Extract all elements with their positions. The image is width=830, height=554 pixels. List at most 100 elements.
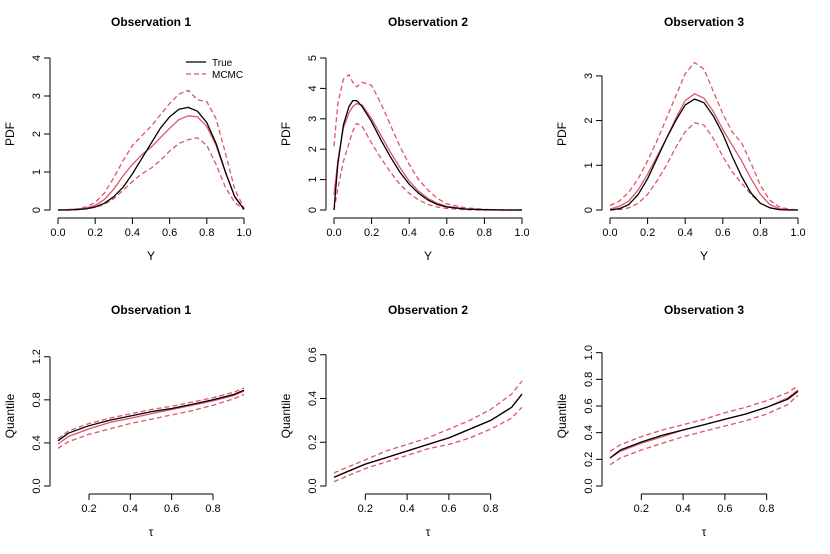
y-axis-label: PDF <box>279 122 293 146</box>
x-tick-label: 0.2 <box>634 503 649 515</box>
panel-title: Observation 3 <box>664 303 744 317</box>
x-axis-label: τ <box>149 525 154 539</box>
x-tick-label: 0.6 <box>439 227 454 239</box>
x-tick-label: 0.0 <box>50 227 65 239</box>
x-axis-label: Y <box>424 249 432 263</box>
y-tick-label: 0.0 <box>31 478 43 493</box>
y-tick-label: 0 <box>307 207 319 213</box>
x-tick-label: 0.2 <box>640 227 655 239</box>
panel-title: Observation 2 <box>388 303 468 317</box>
x-tick-label: 0.0 <box>602 227 617 239</box>
y-tick-label: 0 <box>31 207 43 213</box>
y-tick-label: 1 <box>307 177 319 183</box>
x-axis-label: Y <box>147 249 155 263</box>
x-tick-label: 0.6 <box>441 503 456 515</box>
series-true <box>609 390 799 459</box>
y-axis-label: PDF <box>3 122 17 146</box>
y-tick-label: 0.6 <box>583 398 595 413</box>
y-tick-label: 4 <box>307 85 319 91</box>
panel-6: Observation 3 0.2 0.4 0.6 0.8 0.0 0.2 0.4 0.6 0.8… <box>555 303 799 539</box>
series-true <box>333 99 522 211</box>
x-tick-label: 0.2 <box>88 227 103 239</box>
y-tick-label: 0.8 <box>583 372 595 387</box>
y-tick-label: 4 <box>31 55 43 61</box>
x-tick-label: 0.8 <box>759 503 774 515</box>
x-tick-label: 0.6 <box>715 227 730 239</box>
y-tick-label: 2 <box>31 131 43 137</box>
x-tick-label: 0.8 <box>205 503 220 515</box>
series-mcmc-upper <box>609 61 799 211</box>
y-tick-label: 2 <box>307 146 319 152</box>
x-tick-label: 0.4 <box>402 227 417 239</box>
panel-title: Observation 3 <box>664 15 744 29</box>
series-true <box>609 98 798 211</box>
series-mcmc-lower <box>333 406 523 483</box>
y-tick-label: 5 <box>307 55 319 61</box>
series-mcmc <box>609 93 799 211</box>
y-tick-label: 0.8 <box>31 392 43 407</box>
x-tick-label: 0.4 <box>678 227 693 239</box>
x-tick-label: 0.2 <box>81 503 96 515</box>
y-tick-label: 0.0 <box>583 478 595 493</box>
x-tick-label: 0.6 <box>164 503 179 515</box>
panel-3: Observation 3 0.0 0.2 0.4 0.6 0.8 1.0 0 1 2 3 Y PDF <box>555 15 806 263</box>
series-true <box>57 389 245 442</box>
x-tick-label: 0.2 <box>364 227 379 239</box>
x-tick-label: 1.0 <box>236 227 251 239</box>
x-tick-label: 0.2 <box>358 503 373 515</box>
series-mcmc-lower <box>609 122 798 211</box>
x-tick-label: 0.4 <box>125 227 140 239</box>
y-tick-label: 0.4 <box>307 391 319 406</box>
panel-title: Observation 1 <box>111 15 191 29</box>
y-tick-label: 0 <box>583 207 595 213</box>
x-tick-label: 0.0 <box>326 227 341 239</box>
y-tick-label: 3 <box>31 93 43 99</box>
y-tick-label: 1.0 <box>583 345 595 360</box>
x-tick-label: 1.0 <box>790 227 805 239</box>
y-tick-label: 0.4 <box>583 425 595 440</box>
legend-label: True <box>212 58 233 69</box>
y-tick-label: 1 <box>31 169 43 175</box>
y-tick-label: 1 <box>583 162 595 168</box>
x-tick-label: 0.4 <box>123 503 138 515</box>
y-tick-label: 0.6 <box>307 347 319 362</box>
series-mcmc-lower <box>333 122 522 211</box>
x-tick-label: 0.6 <box>162 227 177 239</box>
y-tick-label: 3 <box>583 73 595 79</box>
series-mcmc-upper <box>57 89 245 211</box>
x-axis-label: τ <box>426 525 431 539</box>
panel-2: Observation 2 0.0 0.2 0.4 0.6 0.8 1.0 0 1 2 3 4 5 Y PD… <box>279 15 530 263</box>
y-axis-label: Quantile <box>555 393 569 438</box>
series-mcmc <box>57 115 245 211</box>
panel-1: Observation 1 0.0 0.2 0.4 0.6 0.8 1.0 0 1 2 3 4 Y PDF… <box>3 15 252 263</box>
panel-4: Observation 1 0.2 0.4 0.6 0.8 0.0 0.4 0.8 1.2 τ Qu… <box>3 303 245 539</box>
x-tick-label: 0.6 <box>717 503 732 515</box>
series-mcmc-upper <box>57 387 245 440</box>
series-mcmc-lower <box>57 393 245 449</box>
panel-title: Observation 1 <box>111 303 191 317</box>
legend-label: MCMC <box>212 70 243 81</box>
y-tick-label: 0.0 <box>307 478 319 493</box>
y-tick-label: 3 <box>307 116 319 122</box>
y-tick-label: 0.4 <box>31 435 43 450</box>
panel-title: Observation 2 <box>388 15 468 29</box>
y-tick-label: 2 <box>583 118 595 124</box>
series-mcmc-lower <box>609 394 799 466</box>
y-tick-label: 0.2 <box>583 452 595 467</box>
y-tick-label: 1.2 <box>31 349 43 364</box>
x-tick-label: 0.8 <box>199 227 214 239</box>
x-tick-label: 0.8 <box>477 227 492 239</box>
series-true <box>58 106 245 211</box>
y-tick-label: 0.2 <box>307 435 319 450</box>
x-tick-label: 1.0 <box>514 227 529 239</box>
series-mcmc <box>333 102 522 211</box>
y-axis-label: Quantile <box>279 393 293 438</box>
x-axis-label: Y <box>700 249 708 263</box>
x-tick-label: 0.8 <box>753 227 768 239</box>
panel-5: Observation 2 0.2 0.4 0.6 0.8 0.0 0.2 0.4 0.6 τ Qu… <box>279 303 523 539</box>
y-axis-label: Quantile <box>3 393 17 438</box>
x-tick-label: 0.8 <box>483 503 498 515</box>
series-true <box>333 393 523 478</box>
